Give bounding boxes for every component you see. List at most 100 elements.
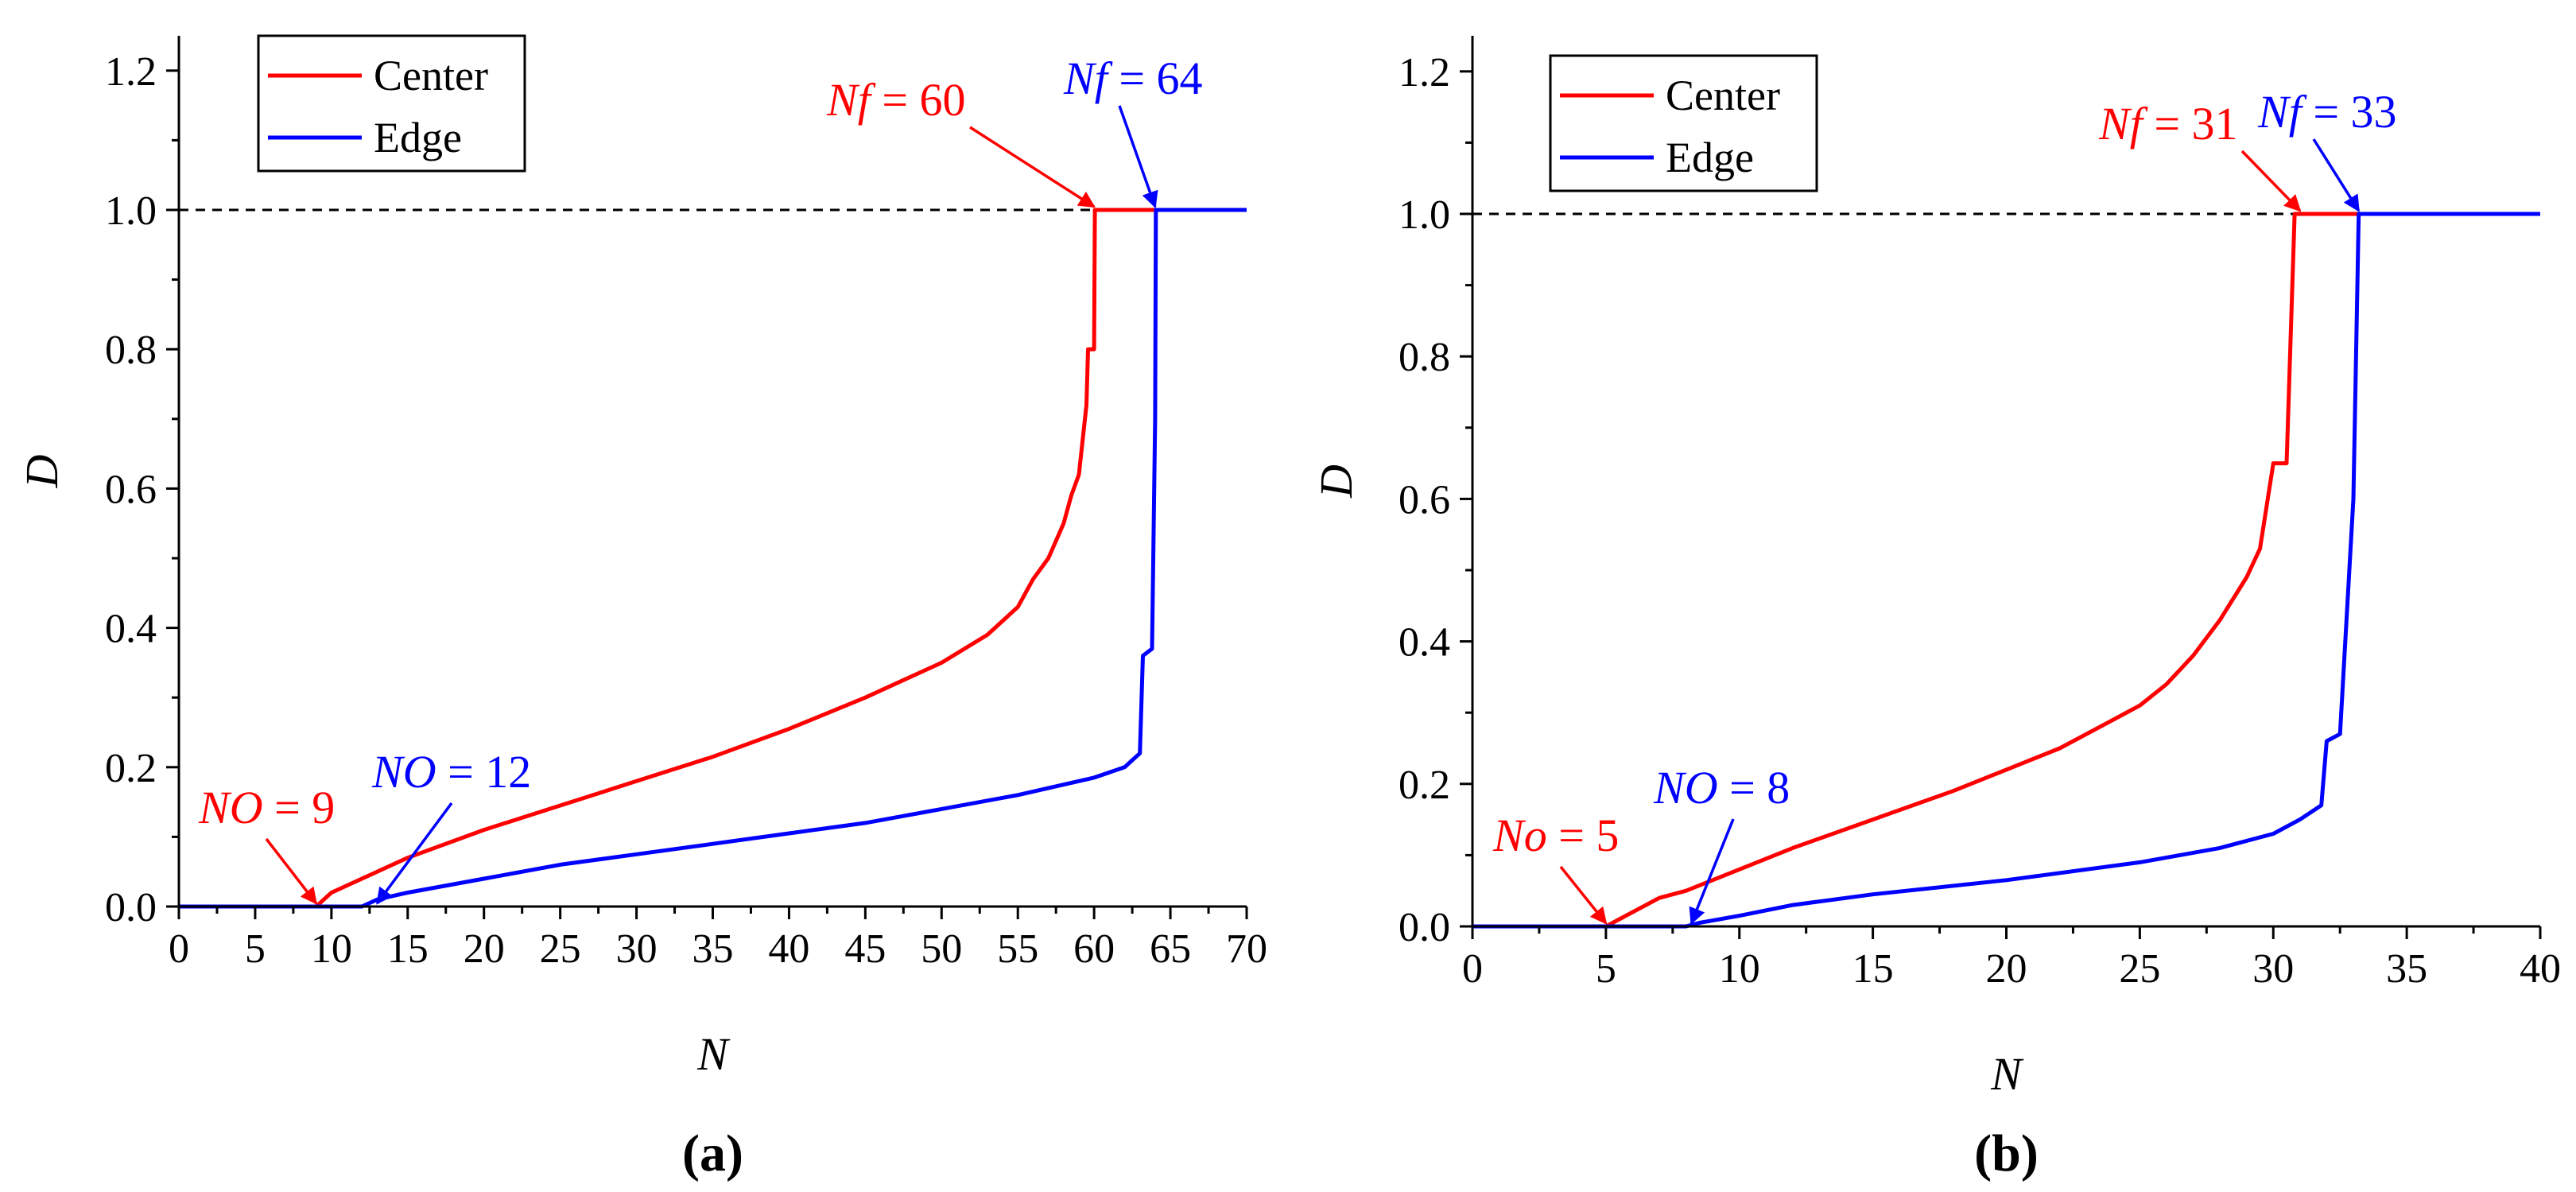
annotation-value: = 60 bbox=[871, 74, 966, 126]
x-tick-label: 15 bbox=[1852, 946, 1894, 992]
legend-box bbox=[257, 34, 526, 173]
annotation-symbol: N bbox=[1653, 762, 1687, 813]
annotation-label: NO = 8 bbox=[1653, 762, 1790, 813]
y-tick-label: 0.8 bbox=[1399, 335, 1450, 380]
y-tick-label: 1.2 bbox=[105, 49, 157, 95]
y-axis-title: D bbox=[1310, 464, 1362, 499]
y-tick-label: 0.4 bbox=[105, 607, 157, 652]
annotation-value: = 9 bbox=[263, 782, 336, 833]
annotation-value: = 33 bbox=[2302, 86, 2397, 138]
annotation-arrow bbox=[2240, 149, 2302, 212]
annotation: Nf = 33 bbox=[2257, 86, 2397, 212]
panel-label: (b) bbox=[1974, 1124, 2039, 1182]
annotation-label: Nf = 31 bbox=[2098, 98, 2238, 149]
annotation-subscript: O bbox=[230, 782, 263, 833]
x-tick-label: 65 bbox=[1150, 926, 1191, 972]
annotation: NO = 9 bbox=[198, 782, 335, 905]
x-tick-label: 20 bbox=[1986, 946, 2027, 992]
annotation-arrow bbox=[1559, 865, 1608, 925]
x-tick-label: 20 bbox=[464, 926, 505, 972]
x-tick-label: 0 bbox=[1462, 946, 1483, 992]
y-axis-title: D bbox=[16, 454, 68, 488]
annotation-value: = 8 bbox=[1718, 762, 1790, 813]
y-tick-label: 0.6 bbox=[1399, 477, 1450, 522]
annotation-label: Nf = 33 bbox=[2257, 86, 2397, 138]
x-tick-label: 0 bbox=[169, 926, 189, 972]
legend-label-edge: Edge bbox=[1666, 134, 1754, 181]
annotation: No = 5 bbox=[1492, 810, 1619, 925]
x-tick-label: 35 bbox=[2386, 946, 2427, 992]
legend-label-edge: Edge bbox=[374, 114, 462, 161]
y-tick-label: 0.0 bbox=[1399, 905, 1450, 950]
annotation-label: Nf = 64 bbox=[1063, 52, 1203, 104]
annotation-arrow bbox=[1118, 105, 1158, 208]
x-tick-label: 40 bbox=[768, 926, 809, 972]
annotation: Nf = 31 bbox=[2098, 98, 2302, 212]
x-tick-label: 35 bbox=[692, 926, 734, 972]
annotation-arrow bbox=[1689, 818, 1735, 925]
x-tick-label: 30 bbox=[616, 926, 658, 972]
x-tick-label: 45 bbox=[844, 926, 886, 972]
x-tick-label: 5 bbox=[1596, 946, 1616, 992]
y-tick-label: 0.0 bbox=[105, 885, 157, 930]
x-tick-label: 10 bbox=[311, 926, 352, 972]
annotation-label: NO = 12 bbox=[371, 746, 531, 798]
legend-label-center: Center bbox=[374, 52, 488, 99]
annotation-subscript: O bbox=[1685, 762, 1718, 813]
annotation-symbol: N bbox=[826, 74, 860, 126]
series-line-edge bbox=[179, 208, 1247, 909]
annotation-label: No = 5 bbox=[1492, 810, 1619, 861]
panel-a: 0 5 10 15 20 25 30 35 40 45 50 55 60 65 70 0.0 0.2 0.4 0.6… bbox=[16, 34, 1267, 1182]
annotation-symbol: N bbox=[1063, 52, 1097, 104]
legend-box bbox=[1549, 54, 1818, 192]
annotation-value: = 31 bbox=[2143, 98, 2238, 149]
annotation: NO = 8 bbox=[1653, 762, 1790, 925]
annotation-subscript: O bbox=[403, 746, 436, 798]
x-tick-label: 60 bbox=[1073, 926, 1115, 972]
annotation-arrow bbox=[2312, 138, 2361, 212]
annotation-symbol: N bbox=[2098, 98, 2132, 149]
x-tick-label: 25 bbox=[540, 926, 581, 972]
y-tick-label: 1.2 bbox=[1399, 50, 1450, 95]
annotation-symbol: N bbox=[198, 782, 232, 833]
annotation-label: NO = 9 bbox=[198, 782, 335, 833]
x-tick-label: 15 bbox=[387, 926, 429, 972]
x-axis-title: N bbox=[696, 1028, 731, 1080]
legend: Center Edge bbox=[257, 34, 526, 173]
annotation-arrow bbox=[376, 802, 453, 905]
series-line-edge bbox=[1472, 212, 2540, 929]
y-tick-label: 1.0 bbox=[1399, 192, 1450, 238]
annotation-symbol: N bbox=[2257, 86, 2291, 138]
x-tick-label: 55 bbox=[997, 926, 1038, 972]
annotation-symbol: N bbox=[371, 746, 405, 798]
x-tick-label: 10 bbox=[1719, 946, 1760, 992]
series-line-center bbox=[179, 208, 1247, 909]
x-tick-label: 30 bbox=[2252, 946, 2294, 992]
panel-label: (a) bbox=[682, 1124, 743, 1182]
x-axis-title: N bbox=[1990, 1048, 2024, 1100]
annotation: Nf = 60 bbox=[826, 74, 1096, 208]
y-tick-label: 1.0 bbox=[105, 188, 157, 234]
annotation-arrow bbox=[265, 837, 318, 905]
series-line-center bbox=[1472, 212, 2540, 929]
x-tick-label: 25 bbox=[2119, 946, 2160, 992]
x-tick-label: 50 bbox=[921, 926, 962, 972]
legend-label-center: Center bbox=[1666, 72, 1780, 119]
annotation-value: = 64 bbox=[1108, 52, 1203, 104]
annotation-symbol: N bbox=[1492, 810, 1527, 861]
x-tick-label: 5 bbox=[245, 926, 266, 972]
panel-b: 0 5 10 15 20 25 30 35 40 0.0 0.2 0.4 0.6 0.8 1.0 1.2 N D C… bbox=[1310, 36, 2561, 1182]
y-tick-label: 0.2 bbox=[1399, 763, 1450, 808]
annotation: Nf = 64 bbox=[1063, 52, 1203, 208]
annotation-label: Nf = 60 bbox=[826, 74, 966, 126]
y-tick-label: 0.6 bbox=[105, 467, 157, 512]
legend: Center Edge bbox=[1549, 54, 1818, 192]
annotation: NO = 12 bbox=[371, 746, 531, 905]
x-tick-label: 40 bbox=[2520, 946, 2561, 992]
x-tick-label: 70 bbox=[1226, 926, 1267, 972]
y-tick-label: 0.2 bbox=[105, 746, 157, 791]
y-tick-label: 0.8 bbox=[105, 328, 157, 373]
annotation-arrow bbox=[969, 126, 1096, 208]
y-tick-label: 0.4 bbox=[1399, 620, 1450, 666]
